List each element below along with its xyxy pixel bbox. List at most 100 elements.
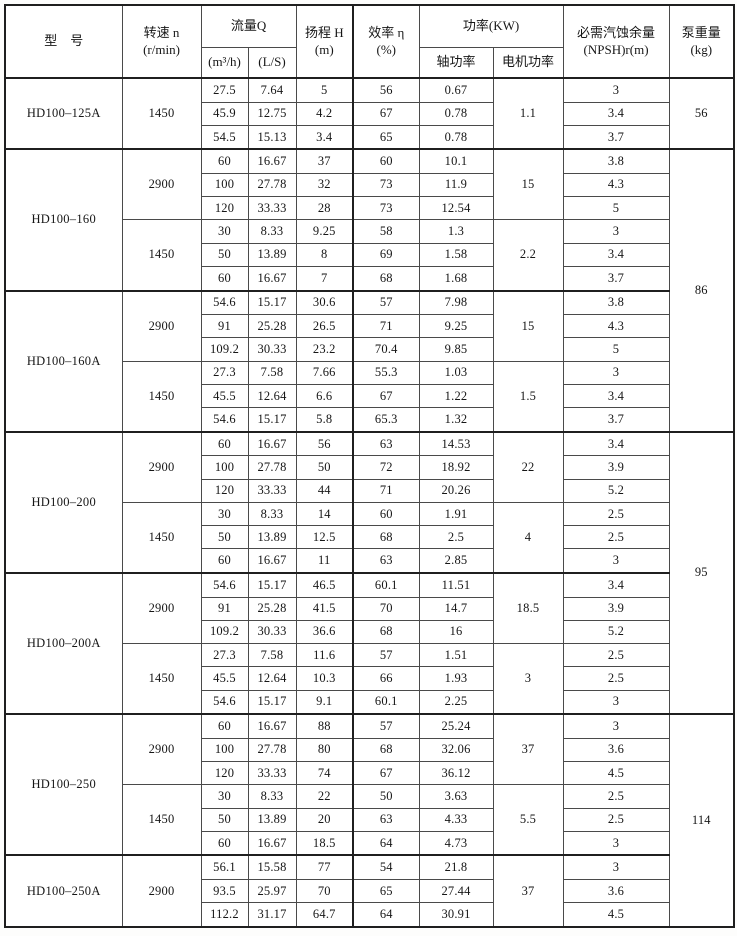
npsh-cell: 4.5 — [562, 902, 670, 928]
flow-ls-cell: 15.58 — [247, 854, 297, 880]
efficiency-cell: 71 — [352, 314, 420, 339]
flow-ls-cell: 16.67 — [247, 430, 297, 457]
motor-power-cell: 15 — [492, 289, 564, 362]
shaft-power-cell: 1.3 — [418, 219, 494, 244]
efficiency-cell: 68 — [352, 525, 420, 550]
efficiency-cell: 70 — [352, 596, 420, 621]
flow-ls-cell: 27.78 — [247, 455, 297, 480]
head-cell: 88 — [295, 713, 354, 739]
flow-m3h-cell: 54.6 — [200, 571, 249, 598]
efficiency-cell: 67 — [352, 761, 420, 786]
flow-ls-cell: 16.67 — [247, 830, 297, 856]
npsh-cell: 5 — [562, 196, 670, 221]
scanned-page: 型 号 转速 n (r/min) 流量Q 扬程 H (m) 效率 η (%) 功… — [0, 4, 737, 936]
weight-cell: 86 — [668, 148, 735, 433]
flow-m3h-cell: 50 — [200, 242, 249, 268]
npsh-cell: 2.5 — [562, 501, 670, 527]
table-row: 100 27.78 80 68 32.06 3.6 — [5, 737, 734, 763]
shaft-power-cell: 14.7 — [418, 596, 494, 621]
shaft-power-cell: 36.12 — [418, 761, 494, 786]
head-cell: 37 — [295, 148, 354, 174]
npsh-cell: 3.4 — [562, 430, 670, 457]
head-cell: 20 — [295, 807, 354, 832]
flow-m3h-cell: 93.5 — [200, 878, 249, 904]
head-cell: 26.5 — [295, 314, 354, 339]
flow-m3h-cell: 54.5 — [200, 124, 249, 150]
flow-ls-cell: 30.33 — [247, 619, 297, 645]
flow-ls-cell: 33.33 — [247, 478, 297, 503]
header-flow-m3h: (m³/h) — [200, 46, 249, 79]
efficiency-cell: 57 — [352, 713, 420, 739]
shaft-power-cell: 30.91 — [418, 902, 494, 928]
flow-ls-cell: 8.33 — [247, 219, 297, 244]
npsh-cell: 3 — [562, 219, 670, 244]
head-cell: 9.1 — [295, 689, 354, 715]
table-row: 91 25.28 26.5 71 9.25 4.3 — [5, 314, 734, 339]
npsh-cell: 3.4 — [562, 101, 670, 126]
head-cell: 74 — [295, 761, 354, 786]
flow-m3h-cell: 120 — [200, 478, 249, 503]
flow-ls-cell: 8.33 — [247, 784, 297, 809]
shaft-power-cell: 11.9 — [418, 172, 494, 198]
flow-m3h-cell: 120 — [200, 196, 249, 221]
shaft-power-cell: 2.5 — [418, 525, 494, 550]
speed-cell: 2900 — [121, 148, 202, 221]
speed-cell: 2900 — [121, 430, 202, 503]
efficiency-cell: 63 — [352, 548, 420, 574]
efficiency-cell: 60 — [352, 148, 420, 174]
motor-power-cell: 2.2 — [492, 219, 564, 292]
efficiency-cell: 73 — [352, 172, 420, 198]
weight-cell: 56 — [668, 76, 735, 150]
motor-power-cell: 5.5 — [492, 784, 564, 856]
efficiency-cell: 55.3 — [352, 360, 420, 385]
npsh-cell: 2.5 — [562, 784, 670, 809]
flow-m3h-cell: 30 — [200, 784, 249, 809]
shaft-power-cell: 1.03 — [418, 360, 494, 385]
flow-ls-cell: 16.67 — [247, 148, 297, 174]
flow-m3h-cell: 60 — [200, 148, 249, 174]
shaft-power-cell: 0.78 — [418, 124, 494, 150]
header-efficiency: 效率 η (%) — [352, 4, 420, 79]
speed-cell: 1450 — [121, 643, 202, 715]
efficiency-cell: 54 — [352, 854, 420, 880]
efficiency-cell: 72 — [352, 455, 420, 480]
flow-m3h-cell: 56.1 — [200, 854, 249, 880]
npsh-cell: 3.8 — [562, 148, 670, 174]
npsh-cell: 4.5 — [562, 761, 670, 786]
motor-power-cell: 37 — [492, 854, 564, 928]
speed-cell: 2900 — [121, 571, 202, 645]
efficiency-cell: 73 — [352, 196, 420, 221]
shaft-power-cell: 1.58 — [418, 242, 494, 268]
shaft-power-cell: 18.92 — [418, 455, 494, 480]
head-cell: 18.5 — [295, 830, 354, 856]
motor-power-cell: 1.1 — [492, 76, 564, 150]
efficiency-cell: 60 — [352, 501, 420, 527]
efficiency-cell: 68 — [352, 619, 420, 645]
table-row: 1450 27.3 7.58 7.66 55.3 1.03 1.5 3 — [5, 360, 734, 433]
head-cell: 80 — [295, 737, 354, 763]
head-cell: 77 — [295, 854, 354, 880]
npsh-cell: 3 — [562, 854, 670, 880]
efficiency-cell: 64 — [352, 830, 420, 856]
efficiency-cell: 68 — [352, 266, 420, 292]
head-cell: 14 — [295, 501, 354, 527]
shaft-power-cell: 11.51 — [418, 571, 494, 598]
flow-ls-cell: 7.58 — [247, 643, 297, 668]
npsh-cell: 3.4 — [562, 571, 670, 598]
shaft-power-cell: 10.1 — [418, 148, 494, 174]
flow-m3h-cell: 120 — [200, 761, 249, 786]
model-cell: HD100–200 — [4, 430, 123, 574]
speed-cell: 2900 — [121, 713, 202, 786]
table-row: 120 33.33 28 73 12.54 5 — [5, 196, 734, 221]
head-cell: 41.5 — [295, 596, 354, 621]
flow-ls-cell: 12.64 — [247, 383, 297, 409]
efficiency-cell: 70.4 — [352, 337, 420, 362]
head-cell: 4.2 — [295, 101, 354, 126]
shaft-power-cell: 2.85 — [418, 548, 494, 574]
table-row: 1450 30 8.33 22 50 3.63 5.5 2.5 — [5, 784, 734, 856]
model-cell: HD100–250 — [4, 713, 123, 856]
head-cell: 11 — [295, 548, 354, 574]
efficiency-cell: 63 — [352, 807, 420, 832]
shaft-power-cell: 25.24 — [418, 713, 494, 739]
head-cell: 12.5 — [295, 525, 354, 550]
